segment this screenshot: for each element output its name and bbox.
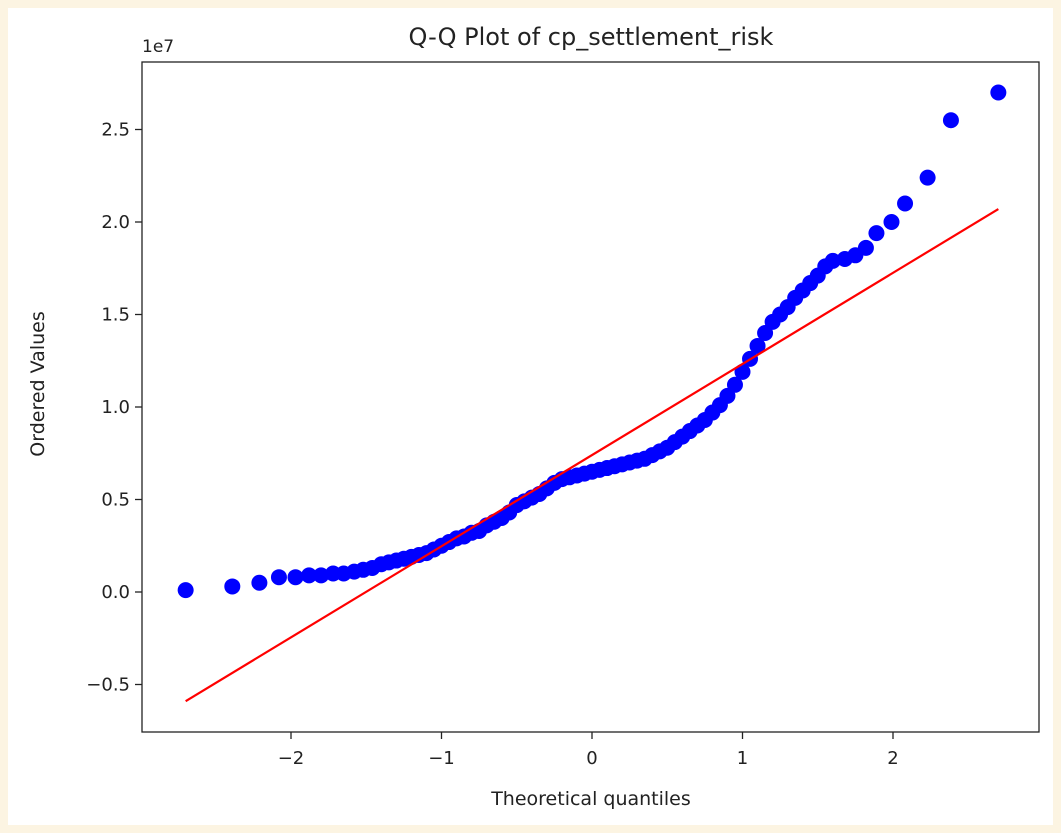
data-point [270, 569, 287, 586]
x-tick-label: 2 [887, 748, 898, 769]
y-tick-label: 0.5 [101, 490, 130, 511]
data-point [251, 574, 268, 591]
data-point [734, 363, 751, 380]
x-tick-label: −1 [428, 748, 455, 769]
data-point [726, 376, 743, 393]
data-point [883, 214, 900, 230]
data-point [749, 337, 766, 354]
data-point [942, 112, 959, 129]
chart-title: Q-Q Plot of cp_settlement_risk [409, 23, 774, 51]
data-point [990, 84, 1007, 101]
fit-line [185, 208, 999, 703]
figure-canvas [8, 8, 1053, 825]
x-tick-label: −2 [278, 748, 305, 769]
data-point [919, 169, 936, 186]
y-tick-label: 2.5 [101, 120, 130, 141]
data-point [897, 195, 914, 212]
data-point [857, 239, 874, 256]
data-point [301, 567, 318, 584]
axes-frame [141, 61, 1040, 733]
data-point [287, 569, 304, 586]
y-axis-label: Ordered Values [27, 311, 49, 456]
x-axis-label: Theoretical quantiles [490, 788, 691, 810]
y-offset-label: 1e7 [142, 37, 174, 57]
y-tick-label: −0.5 [86, 675, 130, 696]
data-point [868, 225, 885, 242]
data-point [824, 252, 841, 269]
y-tick-label: 1.0 [101, 397, 130, 418]
data-point [313, 567, 330, 584]
x-tick-label: 1 [737, 748, 748, 769]
data-point [177, 582, 194, 599]
data-point [224, 578, 241, 595]
y-tick-label: 1.5 [101, 305, 130, 326]
y-tick-label: 2.0 [101, 212, 130, 233]
x-tick-label: 0 [586, 748, 597, 769]
y-tick-label: 0.0 [101, 582, 130, 603]
